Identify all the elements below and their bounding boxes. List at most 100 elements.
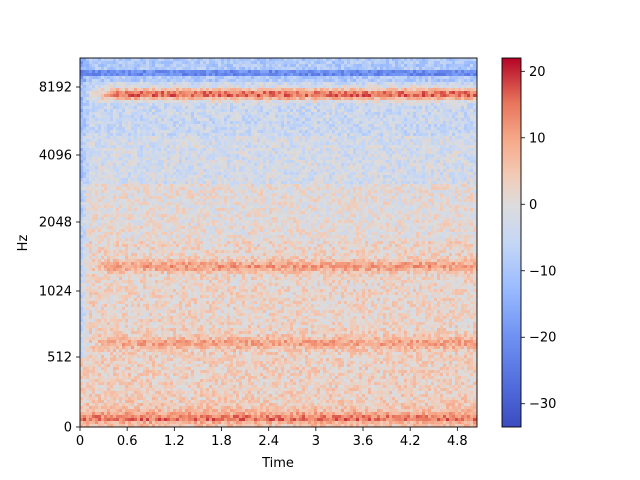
spectrogram-cell <box>302 88 306 92</box>
spectrogram-cell <box>119 166 123 170</box>
spectrogram-cell <box>377 91 381 95</box>
spectrogram-cell <box>347 115 351 119</box>
spectrogram-cell <box>101 106 105 110</box>
spectrogram-cell <box>470 151 474 155</box>
spectrogram-cell <box>176 139 180 143</box>
spectrogram-cell <box>95 70 99 74</box>
spectrogram-cell <box>326 76 330 80</box>
spectrogram-cell <box>464 70 468 74</box>
spectrogram-cell <box>200 112 204 116</box>
spectrogram-cell <box>284 73 288 77</box>
spectrogram-cell <box>314 70 318 74</box>
spectrogram-cell <box>449 151 453 155</box>
spectrogram-cell <box>221 166 225 170</box>
spectrogram-cell <box>284 160 288 164</box>
spectrogram-cell <box>377 70 381 74</box>
spectrogram-cell <box>320 58 324 62</box>
spectrogram-cell <box>278 163 282 167</box>
spectrogram-cell <box>266 133 270 137</box>
spectrogram-cell <box>224 136 228 140</box>
spectrogram-cell <box>323 67 327 71</box>
spectrogram-cell <box>467 166 471 170</box>
spectrogram-cell <box>341 67 345 71</box>
spectrogram-cell <box>125 157 129 161</box>
spectrogram-cell <box>176 160 180 164</box>
spectrogram-cell <box>371 58 375 62</box>
spectrogram-cell <box>152 133 156 137</box>
spectrogram-cell <box>335 82 339 86</box>
spectrogram-cell <box>350 163 354 167</box>
spectrogram-cell <box>377 139 381 143</box>
spectrogram-cell <box>161 148 165 152</box>
spectrogram-cell <box>236 67 240 71</box>
spectrogram-cell <box>437 76 441 80</box>
spectrogram-cell <box>398 106 402 110</box>
spectrogram-cell <box>434 103 438 107</box>
spectrogram-cell <box>449 148 453 152</box>
spectrogram-cell <box>314 94 318 98</box>
spectrogram-cell <box>332 100 336 104</box>
spectrogram-cell <box>449 85 453 89</box>
spectrogram-cell <box>368 64 372 68</box>
spectrogram-cell <box>329 73 333 77</box>
spectrogram-cell <box>200 148 204 152</box>
spectrogram-cell <box>293 148 297 152</box>
spectrogram-cell <box>131 112 135 116</box>
spectrogram-cell <box>224 79 228 83</box>
spectrogram-cell <box>89 118 93 122</box>
spectrogram-cell <box>353 130 357 134</box>
spectrogram-cell <box>260 58 264 62</box>
spectrogram-cell <box>350 61 354 65</box>
spectrogram-cell <box>332 139 336 143</box>
spectrogram-cell <box>200 58 204 62</box>
spectrogram-cell <box>440 166 444 170</box>
spectrogram-cell <box>332 154 336 158</box>
spectrogram-cell <box>425 145 429 149</box>
spectrogram-cell <box>389 139 393 143</box>
spectrogram-cell <box>302 70 306 74</box>
spectrogram-cell <box>179 106 183 110</box>
spectrogram-cell <box>98 118 102 122</box>
spectrogram-cell <box>305 61 309 65</box>
spectrogram-cell <box>176 166 180 170</box>
spectrogram-cell <box>143 136 147 140</box>
spectrogram-cell <box>164 85 168 89</box>
spectrogram-cell <box>239 118 243 122</box>
spectrogram-cell <box>434 124 438 128</box>
spectrogram-cell <box>329 160 333 164</box>
spectrogram-cell <box>302 106 306 110</box>
spectrogram-cell <box>110 121 114 125</box>
spectrogram-cell <box>266 67 270 71</box>
spectrogram-cell <box>176 151 180 155</box>
spectrogram-cell <box>212 151 216 155</box>
spectrogram-cell <box>338 157 342 161</box>
spectrogram-cell <box>254 76 258 80</box>
spectrogram-cell <box>203 118 207 122</box>
spectrogram-cell <box>407 154 411 158</box>
spectrogram-cell <box>203 58 207 62</box>
spectrogram-cell <box>443 106 447 110</box>
spectrogram-cell <box>389 64 393 68</box>
spectrogram-cell <box>260 154 264 158</box>
spectrogram-cell <box>287 166 291 170</box>
spectrogram-cell <box>449 82 453 86</box>
spectrogram-cell <box>146 88 150 92</box>
spectrogram-cell <box>200 139 204 143</box>
spectrogram-cell <box>278 79 282 83</box>
spectrogram-cell <box>407 145 411 149</box>
spectrogram-cell <box>404 85 408 89</box>
spectrogram-cell <box>464 160 468 164</box>
spectrogram-cell <box>95 142 99 146</box>
spectrogram-cell <box>170 85 174 89</box>
spectrogram-cell <box>143 121 147 125</box>
spectrogram-cell <box>161 97 165 101</box>
spectrogram-cell <box>131 118 135 122</box>
spectrogram-cell <box>254 124 258 128</box>
spectrogram-cell <box>257 97 261 101</box>
spectrogram-cell <box>137 130 141 134</box>
spectrogram-cell <box>86 61 90 65</box>
spectrogram-cell <box>341 100 345 104</box>
spectrogram-cell <box>455 82 459 86</box>
spectrogram-cell <box>107 130 111 134</box>
spectrogram-cell <box>314 133 318 137</box>
